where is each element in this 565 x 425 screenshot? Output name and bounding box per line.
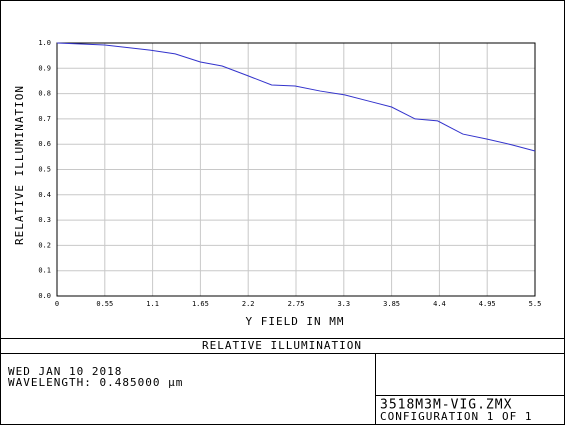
y-axis-label: RELATIVE ILLUMINATION (13, 85, 26, 245)
file-name: 3518M3M-VIG.ZMX (380, 398, 512, 413)
wavelength: WAVELENGTH: 0.485000 µm (8, 376, 183, 389)
y-tick-label: 0.6 (38, 140, 51, 148)
y-tick-label: 0.7 (38, 115, 51, 123)
x-axis-label: Y FIELD IN MM (245, 315, 344, 328)
y-tick-label: 0.8 (38, 90, 51, 98)
x-tick-label: 3.85 (383, 300, 400, 308)
date: WED JAN 10 2018 (8, 365, 122, 378)
panel-title: RELATIVE ILLUMINATION (202, 339, 362, 352)
y-tick-label: 0.4 (38, 191, 51, 199)
y-tick-label: 0.2 (38, 241, 51, 249)
x-tick-label: 2.75 (288, 300, 305, 308)
y-tick-label: 0.1 (38, 267, 51, 275)
data-line (56, 42, 536, 152)
x-tick-label: 4.95 (479, 300, 496, 308)
x-tick-label: 0.55 (96, 300, 113, 308)
x-tick-label: 1.65 (192, 300, 209, 308)
x-tick-label: 1.1 (146, 300, 159, 308)
y-tick-label: 0.3 (38, 216, 51, 224)
x-tick-label: 0 (55, 300, 59, 308)
y-tick-label: 0.0 (38, 292, 51, 300)
x-tick-label: 5.5 (529, 300, 542, 308)
x-tick-label: 3.3 (337, 300, 350, 308)
y-tick-label: 0.5 (38, 166, 51, 174)
x-tick-label: 4.4 (433, 300, 446, 308)
x-tick-label: 2.2 (242, 300, 255, 308)
configuration: CONFIGURATION 1 OF 1 (380, 410, 532, 423)
y-tick-label: 1.0 (38, 39, 51, 47)
plot-border (56, 42, 536, 297)
y-tick-label: 0.9 (38, 64, 51, 72)
